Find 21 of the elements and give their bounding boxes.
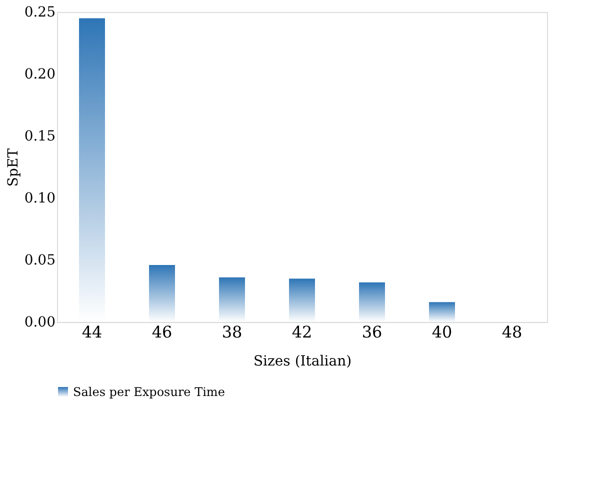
y-tick-label: 0.20 (24, 66, 56, 82)
x-tick-label: 44 (82, 322, 102, 342)
bar (289, 278, 315, 322)
x-tick-label: 40 (432, 322, 452, 342)
y-tick-label: 0.05 (24, 252, 56, 268)
y-axis-title: SpET (5, 148, 22, 187)
x-tick-label: 48 (502, 322, 522, 342)
bar (359, 282, 385, 322)
y-tick-label: 0.15 (24, 128, 56, 144)
x-tick-label: 38 (222, 322, 242, 342)
y-tick-label: 0.25 (24, 4, 56, 20)
bar (219, 277, 245, 322)
x-tick-label: 36 (362, 322, 382, 342)
x-tick-label: 46 (152, 322, 172, 342)
bar (429, 302, 455, 322)
x-axis-title: Sizes (Italian) (253, 354, 352, 370)
legend-label: Sales per Exposure Time (73, 385, 225, 399)
y-tick-label: 0.00 (24, 314, 56, 330)
y-tick-label: 0.10 (24, 190, 56, 206)
bar (149, 264, 175, 322)
x-tick-label: 42 (292, 322, 312, 342)
